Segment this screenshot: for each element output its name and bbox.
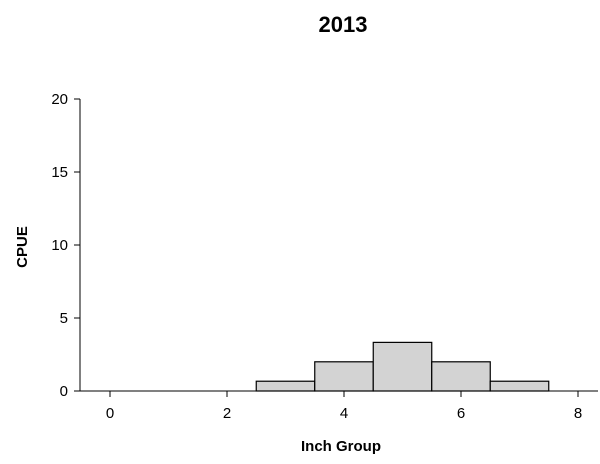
- y-tick-label: 20: [51, 91, 68, 108]
- bar-inch-5: [372, 341, 433, 392]
- bar-inch-3: [255, 380, 316, 392]
- x-ticks: 0 2 4 6 8: [106, 391, 582, 422]
- x-axis-label: Inch Group: [301, 438, 381, 455]
- bar-inch-7: [489, 380, 550, 392]
- bar-inch-6: [431, 361, 491, 392]
- y-tick-label: 15: [51, 164, 68, 181]
- x-tick-label: 2: [223, 405, 231, 422]
- y-tick-label: 0: [60, 383, 68, 400]
- x-tick-label: 8: [574, 405, 582, 422]
- y-axis-label: CPUE: [14, 226, 31, 268]
- y-ticks: 0 5 10 15 20: [51, 91, 80, 400]
- x-tick-label: 6: [457, 405, 465, 422]
- bar-inch-4: [314, 361, 374, 392]
- x-tick-label: 4: [340, 405, 348, 422]
- bars-layer: [255, 341, 550, 392]
- y-tick-label: 10: [51, 237, 68, 254]
- x-tick-label: 0: [106, 405, 114, 422]
- y-tick-label: 5: [60, 310, 68, 327]
- chart-title: 2013: [319, 12, 368, 37]
